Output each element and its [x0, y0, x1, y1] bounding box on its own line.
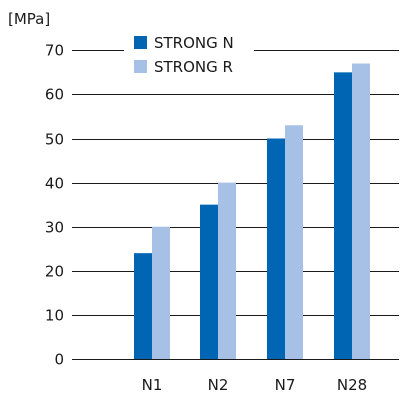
x-category-label: N28: [337, 376, 367, 394]
x-category-label: N1: [142, 376, 163, 394]
bar-strong-r-n28: [352, 63, 370, 359]
legend-swatch: [134, 36, 147, 49]
bars: [134, 63, 370, 360]
y-tick-label: 0: [54, 351, 64, 369]
y-tick-label: 30: [45, 219, 64, 237]
legend-label: STRONG N: [154, 34, 234, 52]
bar-strong-r-n2: [218, 182, 236, 359]
x-category-label: N7: [275, 376, 296, 394]
bar-strong-r-n7: [285, 125, 303, 360]
bar-strong-n-n28: [334, 72, 352, 359]
legend-swatch: [134, 60, 147, 73]
y-tick-label: 20: [45, 263, 64, 281]
y-tick-label: 10: [45, 307, 64, 325]
x-category-label: N2: [208, 376, 229, 394]
legend: STRONG N STRONG R: [134, 34, 234, 76]
bar-strong-n-n7: [267, 138, 285, 359]
bar-strong-n-n1: [134, 253, 152, 359]
y-tick-label: 40: [45, 175, 64, 193]
bar-strong-n-n2: [200, 204, 218, 359]
y-tick-label: 70: [45, 42, 64, 60]
bar-strong-r-n1: [152, 226, 170, 359]
y-tick-label: 50: [45, 131, 64, 149]
y-axis-ticks: 0 10 20 30 40 50 60 70: [45, 42, 64, 369]
x-axis-categories: N1 N2 N7 N28: [142, 376, 368, 394]
legend-label: STRONG R: [154, 58, 233, 76]
y-tick-label: 60: [45, 86, 64, 104]
y-unit-label: [MPa]: [8, 10, 50, 28]
